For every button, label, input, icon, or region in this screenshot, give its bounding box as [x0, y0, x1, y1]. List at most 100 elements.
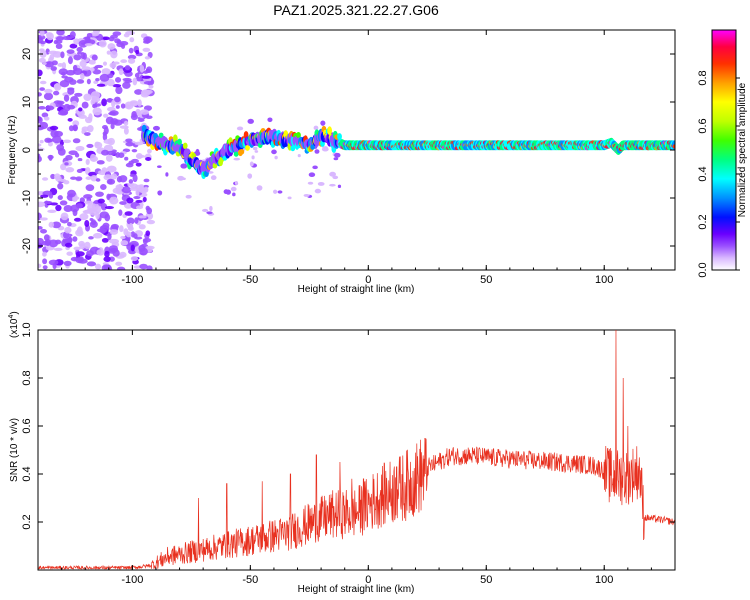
spectral-blob: [60, 51, 65, 59]
spectral-blob: [106, 78, 115, 87]
spectral-blob: [59, 178, 67, 183]
spectral-blob: [102, 113, 109, 118]
spectral-blob: [120, 59, 128, 63]
spectral-blob: [96, 160, 105, 165]
spectral-blob: [45, 105, 55, 111]
spectral-blob: [137, 118, 145, 122]
spectral-blob: [185, 194, 192, 199]
spectral-blob: [96, 228, 106, 233]
spectral-blob: [80, 52, 86, 59]
spectral-blob: [109, 62, 117, 69]
spectral-blob: [141, 75, 151, 79]
spectral-blob: [52, 135, 62, 144]
spectral-blob: [145, 205, 150, 211]
spectral-blob: [81, 126, 89, 133]
spectral-blob: [43, 116, 50, 121]
colorbar-tick-label: 0.8: [697, 70, 709, 85]
colorbar-tick-label: 0.4: [697, 166, 709, 181]
spectral-blob: [42, 190, 53, 196]
spectral-blob: [86, 78, 91, 85]
spectral-blob: [131, 110, 137, 118]
spectral-blob: [287, 196, 292, 200]
spectral-blob: [82, 68, 92, 77]
spectral-blob: [104, 250, 110, 258]
spectral-blob: [85, 158, 90, 165]
x-tick-label: -50: [242, 574, 258, 586]
spectral-blob: [123, 127, 129, 135]
spectral-blob: [91, 219, 97, 226]
colorbar-frame: [711, 29, 737, 271]
spectral-blob: [137, 186, 145, 192]
spectral-blob: [110, 34, 118, 39]
spectral-blob: [145, 157, 152, 161]
spectral-blob: [57, 110, 68, 116]
spectral-blob: [39, 80, 47, 85]
spectral-blob: [672, 144, 675, 149]
spectral-blob: [92, 69, 102, 75]
spectral-blob: [101, 237, 109, 243]
spectral-blob: [128, 222, 134, 230]
spectral-blob: [124, 211, 133, 216]
spectral-blob: [58, 68, 68, 76]
spectral-blob: [70, 176, 77, 180]
spectral-blob: [50, 66, 57, 71]
spectral-blob: [67, 56, 73, 65]
spectral-blob: [274, 155, 278, 160]
spectral-blob: [94, 141, 100, 147]
spectral-blob: [110, 50, 118, 59]
spectral-blob: [105, 154, 113, 162]
spectral-blob: [106, 50, 111, 55]
spectral-blob: [135, 162, 142, 167]
spectral-blob: [121, 186, 132, 194]
spectral-blob: [101, 167, 108, 173]
spectral-blob: [87, 203, 96, 212]
spectral-blob: [135, 49, 140, 55]
spectrogram-x-axis: -100 -50 0 50 100: [37, 30, 676, 286]
spectral-blob: [39, 121, 49, 130]
spectral-blob: [234, 180, 238, 185]
spectral-blob: [67, 189, 76, 198]
spectral-blob: [59, 200, 68, 206]
spectral-blob: [158, 132, 164, 138]
spectral-blob: [84, 43, 93, 47]
x-tick-label: 50: [480, 574, 492, 586]
spectral-blob: [297, 153, 301, 158]
spectral-blob: [317, 181, 325, 186]
x-tick-label: -100: [121, 574, 143, 586]
spectral-blob: [290, 145, 296, 152]
spectral-blob: [177, 138, 182, 146]
spectral-blob: [55, 36, 64, 42]
spectral-blob: [123, 120, 129, 126]
spectral-blob: [115, 77, 122, 83]
spectral-blob: [42, 251, 47, 257]
spectral-blob: [124, 79, 133, 83]
spectral-blob: [93, 232, 103, 239]
spectral-blob: [88, 236, 94, 240]
y-tick-label: 0: [21, 147, 33, 153]
spectral-blob: [123, 33, 130, 38]
spectral-blob: [195, 148, 200, 155]
spectral-blob: [38, 57, 46, 63]
spectral-blob: [102, 36, 110, 41]
spectral-blob: [90, 98, 96, 106]
spectral-blob: [139, 109, 149, 115]
spectral-blob: [67, 117, 73, 122]
spectral-blob: [75, 176, 83, 181]
spectral-blob: [157, 190, 163, 196]
spectral-blob: [85, 184, 95, 192]
spectral-blob: [133, 195, 141, 200]
spectral-blob: [72, 64, 78, 72]
spectral-blob: [65, 167, 75, 173]
spectral-blob: [202, 208, 209, 212]
spectral-blob: [126, 217, 135, 225]
spectral-blob: [118, 68, 124, 76]
x-tick-label: -50: [242, 274, 258, 286]
x-tick-label: 0: [365, 274, 371, 286]
spectral-blob: [147, 148, 152, 154]
spectral-blob: [99, 211, 109, 219]
spectral-blob: [43, 200, 53, 205]
y-tick-label: -10: [21, 190, 33, 206]
spectral-blob: [122, 148, 131, 153]
spectral-blob: [92, 103, 101, 107]
